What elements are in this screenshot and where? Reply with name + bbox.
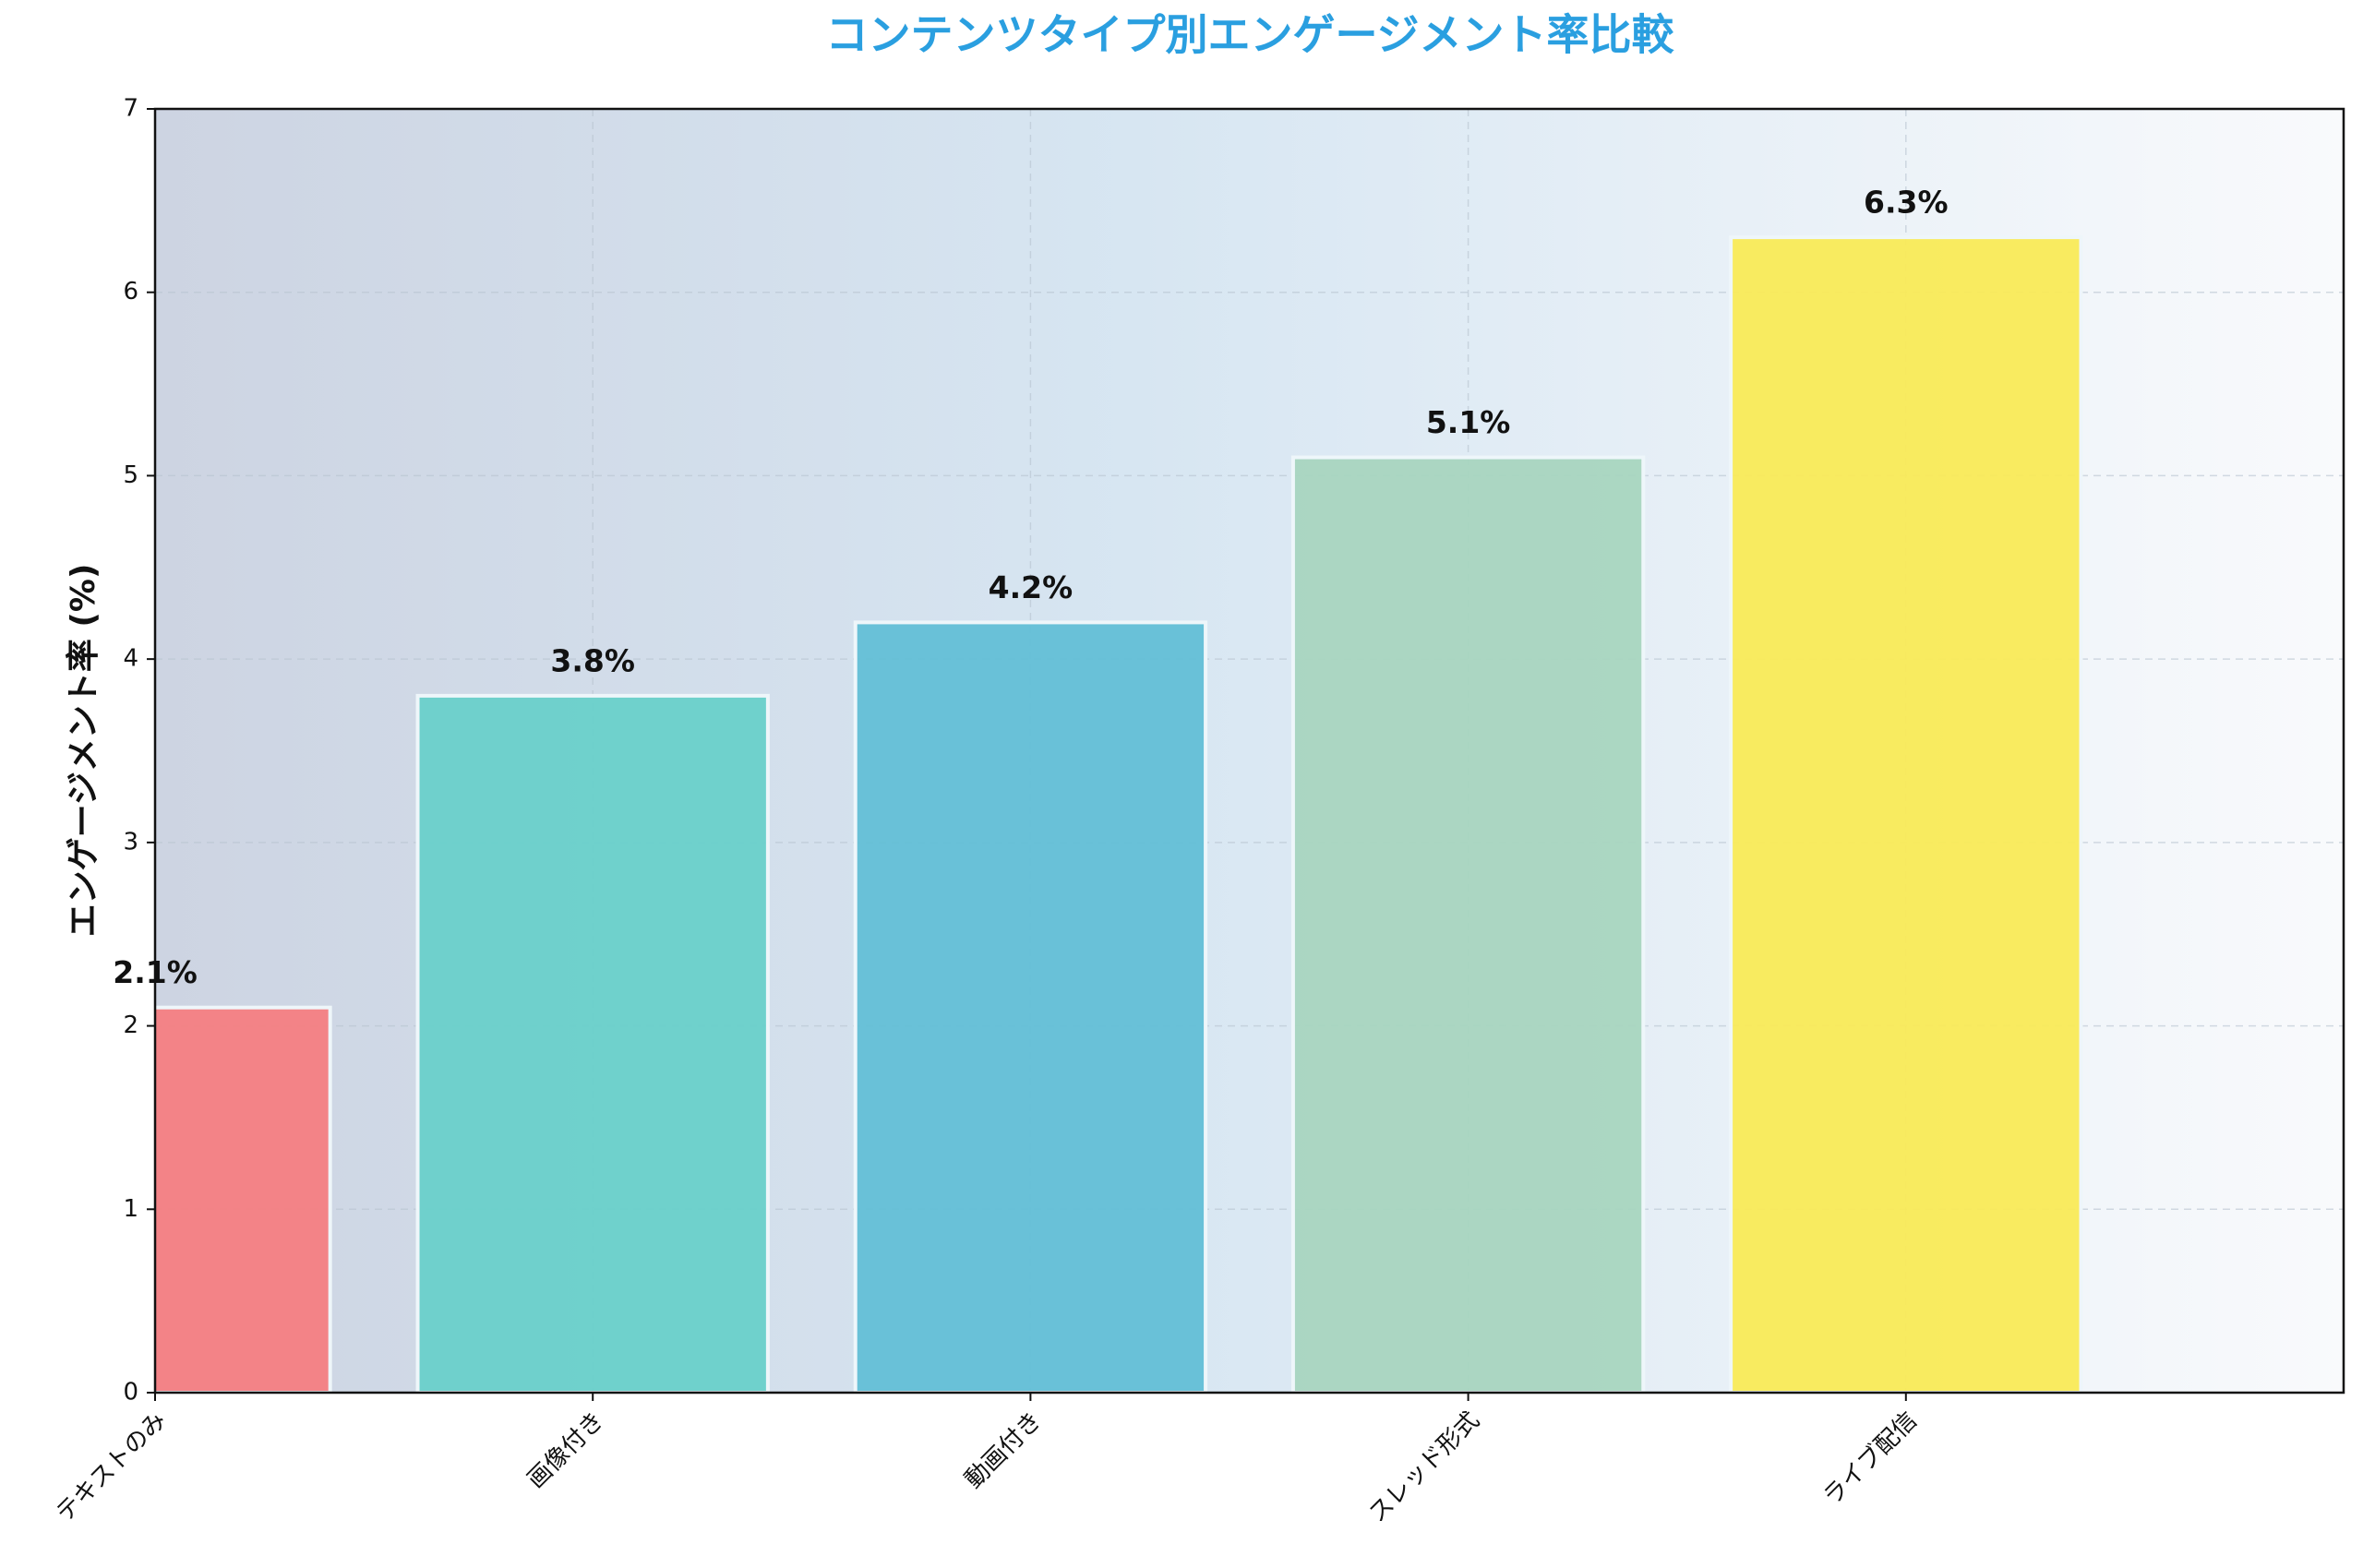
plot-frame bbox=[153, 107, 2345, 1394]
value-label: 2.1% bbox=[113, 954, 198, 990]
bar bbox=[1729, 235, 2083, 1393]
y-tick-label: 5 bbox=[123, 461, 138, 489]
x-tick-label: ライブ配信 bbox=[1818, 1406, 1923, 1511]
x-tick-label: 画像付き bbox=[522, 1406, 610, 1494]
bars bbox=[155, 235, 2083, 1393]
chart-title: コンテンツタイプ別エンゲージメント率比較 bbox=[825, 10, 1674, 60]
y-tick-label: 4 bbox=[123, 645, 138, 673]
y-axis-label: エンゲージメント率 (%) bbox=[65, 564, 102, 938]
bar bbox=[1290, 455, 1646, 1393]
bar bbox=[415, 693, 770, 1393]
value-label: 6.3% bbox=[1864, 185, 1949, 221]
value-label: 5.1% bbox=[1426, 404, 1511, 440]
y-tick-label: 3 bbox=[123, 828, 138, 856]
y-tick-label: 0 bbox=[123, 1379, 138, 1406]
x-tick-label: スレッド形式 bbox=[1363, 1406, 1485, 1528]
x-tick-label: 動画付き bbox=[960, 1406, 1048, 1494]
y-tick-label: 2 bbox=[123, 1011, 138, 1039]
y-tick-label: 6 bbox=[123, 278, 138, 305]
y-tick-label: 1 bbox=[123, 1195, 138, 1223]
bar bbox=[853, 620, 1208, 1393]
x-tick-label: テキストのみ bbox=[51, 1406, 172, 1527]
value-label: 4.2% bbox=[989, 569, 1074, 605]
bar bbox=[155, 1005, 332, 1393]
y-tick-label: 7 bbox=[123, 95, 138, 123]
value-label: 3.8% bbox=[550, 642, 635, 678]
